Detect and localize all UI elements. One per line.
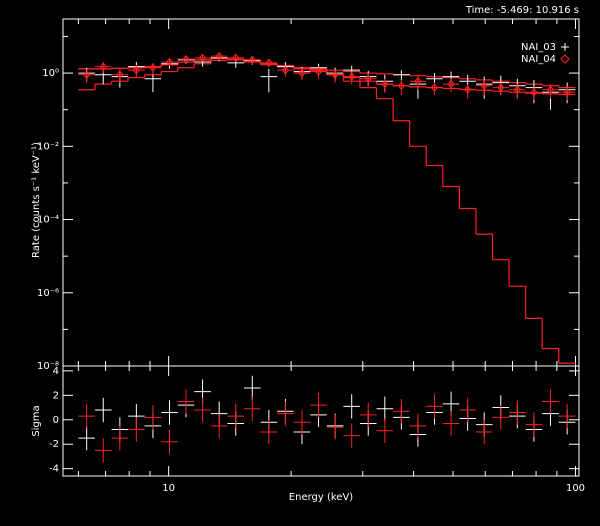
legend-marker [560, 54, 570, 64]
data-marker [331, 70, 339, 80]
data-marker [182, 54, 190, 64]
data-marker [447, 79, 455, 89]
x-tick-label: 10 [162, 483, 175, 494]
y-tick-label: 10⁻² [37, 141, 59, 152]
data-marker [463, 85, 472, 95]
data-marker [314, 67, 323, 76]
data-marker [563, 87, 571, 97]
y-tick-label: 10⁻⁶ [37, 288, 59, 299]
x-axis-label: Energy (keV) [289, 492, 354, 503]
data-marker [132, 65, 141, 75]
data-marker [414, 76, 422, 86]
y-tick-label: 4 [53, 366, 59, 377]
data-marker [530, 87, 538, 97]
data-marker [381, 79, 389, 89]
y-tick-label: 10⁻⁸ [37, 361, 59, 372]
y-tick-label: -4 [49, 464, 59, 475]
y-tick-label: 10⁻⁴ [37, 215, 59, 226]
data-marker [165, 57, 174, 67]
data-marker [116, 70, 124, 80]
data-marker [248, 55, 256, 65]
data-marker [99, 62, 107, 71]
legend-marker [561, 43, 569, 51]
data-marker [298, 68, 306, 78]
x-tick-label: 100 [566, 483, 585, 494]
data-marker [265, 58, 273, 68]
legend-label: NAI_03 [521, 42, 556, 53]
data-marker [546, 85, 555, 95]
chart-title: Time: -5.469: 10.916 s [465, 5, 579, 16]
data-marker [430, 83, 439, 92]
data-marker [215, 51, 223, 61]
data-marker [364, 74, 372, 84]
y-tick-label: 2 [53, 390, 59, 401]
data-marker [348, 72, 356, 81]
data-marker [497, 83, 505, 92]
data-marker [281, 65, 290, 75]
data-marker [513, 85, 522, 95]
data-marker [149, 63, 157, 73]
data-marker [480, 81, 488, 91]
y-axis-label: Rate (counts s⁻¹ keV⁻¹) [31, 142, 42, 258]
y-tick-label: 0 [53, 415, 59, 426]
data-marker [232, 53, 240, 63]
y-axis-label: Sigma [31, 405, 42, 436]
y-tick-label: 10⁰ [42, 68, 59, 79]
data-marker [83, 70, 91, 80]
y-tick-label: -2 [49, 439, 59, 450]
plot-frame [62, 365, 580, 477]
data-marker [198, 53, 207, 63]
data-marker [397, 81, 406, 91]
legend-label: NAI_04 [521, 54, 556, 65]
